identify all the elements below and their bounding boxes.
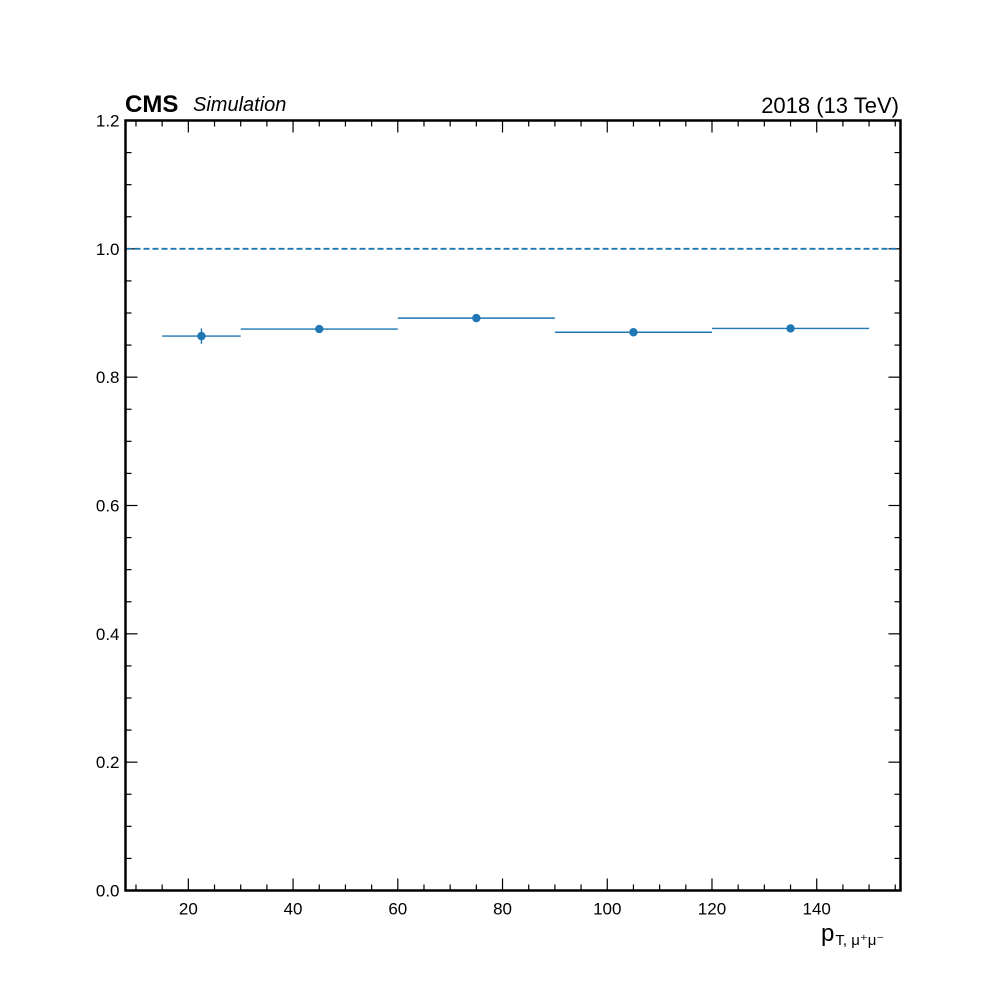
y-tick-label: 0.6 <box>96 497 120 516</box>
x-tick-label: 20 <box>179 900 198 919</box>
x-tick-label: 100 <box>593 900 621 919</box>
y-tick-label: 1.0 <box>96 240 120 259</box>
data-point <box>786 324 795 333</box>
data-points <box>162 313 870 344</box>
x-axis-label-subscript: T, μ⁺μ⁻ <box>835 932 884 949</box>
x-axis-label-main: p <box>821 920 834 947</box>
data-point <box>472 313 481 323</box>
x-tick-label: 40 <box>284 900 303 919</box>
y-tick-label: 0.2 <box>96 753 120 772</box>
x-axis-label: pT, μ⁺μ⁻ <box>821 920 884 949</box>
experiment-label: CMS <box>125 91 178 118</box>
y-tick-label: 0.8 <box>96 368 120 387</box>
y-tick-label: 0.0 <box>96 882 120 901</box>
x-tick-label: 60 <box>388 900 407 919</box>
axis-ticks <box>125 119 901 892</box>
status-label: Simulation <box>193 94 286 116</box>
y-tick-label: 0.4 <box>96 625 120 644</box>
x-tick-label: 80 <box>493 900 512 919</box>
y-tick-label: 1.2 <box>96 112 120 131</box>
lumi-label: 2018 (13 TeV) <box>761 93 899 118</box>
plot-frame <box>124 119 902 892</box>
data-point <box>629 328 638 337</box>
data-point <box>315 324 324 334</box>
axis-tick-labels: 20 40 60 80 100 120 140 0.0 0.2 0.4 0.6 0.8 1.0 1.2 <box>96 112 831 919</box>
x-tick-label: 120 <box>698 900 726 919</box>
data-point <box>197 331 206 341</box>
x-tick-label: 140 <box>803 900 831 919</box>
